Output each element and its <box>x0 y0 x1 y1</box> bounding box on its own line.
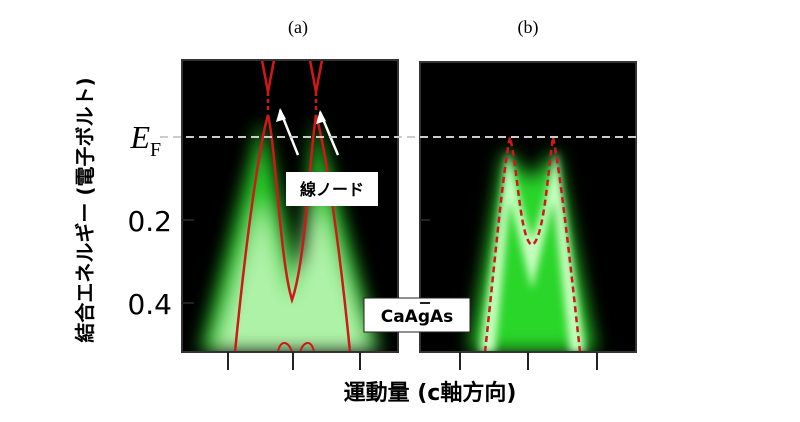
y-axis-label: 結合エネルギー (電子ボルト) <box>73 77 97 342</box>
y-tick-label: 0.2 <box>127 205 172 238</box>
frame <box>181 59 399 353</box>
y-ticks <box>182 219 430 304</box>
panel-label: (a) <box>288 17 308 38</box>
annotation: CaAgAs <box>381 307 454 327</box>
annotation: 線ノード <box>300 180 364 199</box>
annotation-box <box>363 297 471 333</box>
x-axis-label: 運動量 (c軸方向) <box>344 380 517 406</box>
y-tick-label: E <box>129 119 150 155</box>
x-ticks <box>227 352 598 370</box>
y-tick-label: 0.4 <box>127 288 172 321</box>
panel-label: (b) <box>518 17 539 38</box>
annotation-box <box>286 172 378 206</box>
y-tick-label: F <box>150 139 161 161</box>
